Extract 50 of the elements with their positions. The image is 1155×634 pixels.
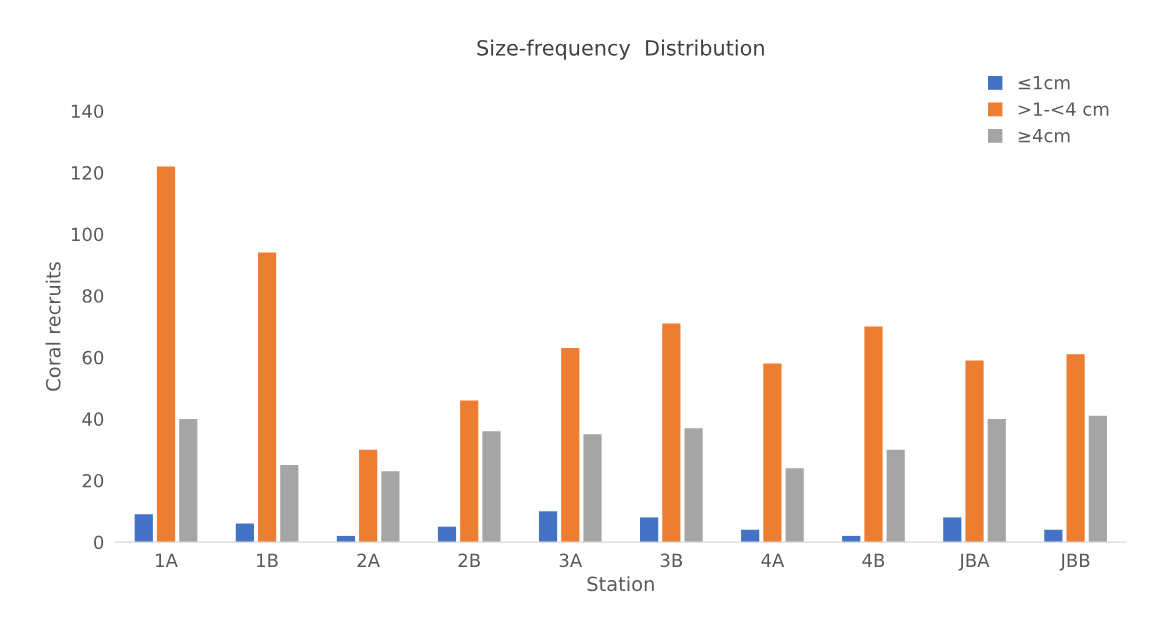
x-tick-label: 4B	[862, 553, 885, 567]
legend-label: >1-<4 cm	[1018, 102, 1109, 116]
legend-label: ≤1cm	[1018, 76, 1070, 90]
x-tick-label: 4A	[761, 553, 785, 567]
bar	[460, 400, 479, 543]
y-tick-label: 120	[71, 166, 104, 180]
y-axis-title: Coral recruits	[45, 262, 61, 391]
bar	[482, 431, 501, 543]
bar	[583, 434, 602, 543]
x-tick-label: 2B	[458, 553, 480, 567]
bar	[943, 517, 962, 543]
y-tick-label: 100	[71, 227, 104, 242]
x-axis-title: Station	[587, 576, 654, 592]
bar	[640, 517, 659, 543]
y-tick-label: 80	[82, 289, 104, 303]
bar	[156, 166, 176, 543]
bar	[437, 526, 457, 543]
bar	[179, 418, 198, 543]
bar	[381, 471, 400, 543]
bar	[280, 465, 299, 543]
x-tick-label: 1B	[257, 553, 278, 567]
bar	[561, 348, 580, 543]
y-tick-label: 140	[71, 104, 104, 119]
x-tick-label: 2A	[357, 553, 380, 567]
x-tick-label: 3B	[660, 553, 682, 568]
bar	[134, 514, 153, 543]
chart-title: Size-frequency Distribution	[477, 39, 764, 60]
y-tick-label: 40	[82, 412, 104, 427]
x-tick-label: 3A	[559, 553, 583, 568]
x-tick-label: JBA	[958, 553, 990, 571]
y-tick-label: 60	[82, 350, 104, 365]
bar	[965, 360, 984, 543]
bar	[886, 449, 905, 543]
bar	[662, 323, 681, 543]
bar	[684, 428, 703, 543]
x-tick-label: 1A	[156, 553, 178, 567]
bar	[785, 468, 804, 543]
bar	[1066, 354, 1085, 543]
bar	[864, 326, 883, 543]
bar	[987, 418, 1006, 543]
bar	[235, 523, 254, 543]
y-tick-label: 20	[82, 473, 104, 488]
bar	[763, 363, 782, 543]
bar	[258, 252, 277, 543]
bar	[1088, 415, 1107, 543]
bar	[538, 511, 558, 543]
legend-label: ≥4cm	[1018, 129, 1070, 143]
bar	[359, 449, 378, 543]
x-tick-label: JBB	[1059, 553, 1090, 571]
y-tick-label: 0	[94, 535, 104, 550]
